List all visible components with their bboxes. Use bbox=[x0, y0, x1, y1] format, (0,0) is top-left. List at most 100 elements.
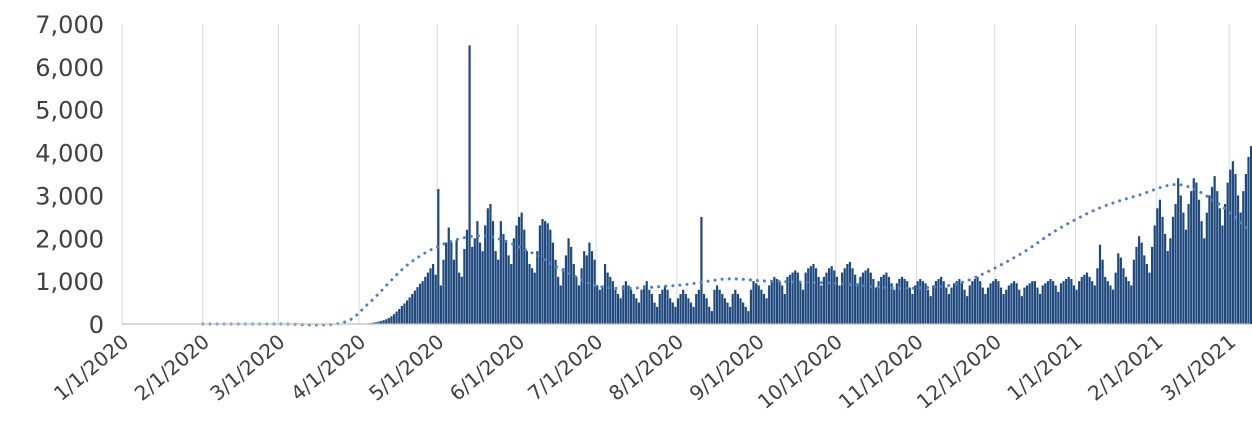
daily-bar bbox=[637, 302, 641, 324]
daily-bar bbox=[893, 289, 896, 324]
x-tick-label: 3/1/2020 bbox=[205, 329, 289, 405]
daily-bar bbox=[1057, 291, 1060, 324]
daily-bar bbox=[374, 322, 377, 324]
daily-bar bbox=[593, 259, 596, 324]
daily-bar bbox=[903, 279, 906, 324]
x-tick-label: 11/1/2020 bbox=[834, 329, 928, 413]
daily-bar bbox=[411, 294, 414, 324]
daily-bar bbox=[682, 289, 685, 324]
daily-bar bbox=[744, 306, 747, 324]
daily-bar bbox=[616, 294, 620, 324]
daily-bar bbox=[458, 272, 461, 324]
daily-bar bbox=[1070, 279, 1073, 324]
daily-bar bbox=[968, 285, 971, 324]
trend-line bbox=[201, 183, 1252, 327]
daily-bar bbox=[473, 238, 476, 324]
daily-bar bbox=[632, 294, 635, 324]
daily-bar bbox=[575, 276, 578, 324]
daily-bar bbox=[966, 296, 969, 324]
daily-bar bbox=[478, 242, 482, 324]
daily-bar bbox=[418, 283, 422, 324]
daily-bar bbox=[523, 229, 526, 324]
daily-bar bbox=[541, 219, 544, 324]
daily-bar bbox=[387, 318, 390, 324]
daily-bar bbox=[755, 283, 758, 324]
daily-bar bbox=[1143, 255, 1146, 324]
daily-bar bbox=[1117, 253, 1120, 324]
daily-bar bbox=[395, 311, 398, 324]
daily-bar bbox=[911, 294, 914, 324]
daily-bar bbox=[1226, 182, 1229, 324]
daily-bar bbox=[653, 302, 656, 324]
daily-bar bbox=[1005, 289, 1008, 324]
daily-bar bbox=[658, 294, 661, 324]
daily-bar bbox=[437, 189, 440, 324]
daily-bar bbox=[434, 274, 437, 324]
daily-bar bbox=[916, 281, 919, 324]
daily-bar bbox=[439, 285, 443, 324]
daily-bar bbox=[900, 276, 904, 324]
daily-bar bbox=[757, 285, 760, 324]
daily-bar bbox=[869, 272, 872, 324]
daily-bar bbox=[1234, 174, 1237, 324]
daily-bar bbox=[940, 276, 943, 324]
daily-bar bbox=[619, 298, 622, 324]
daily-bar bbox=[960, 283, 964, 324]
daily-bar bbox=[1239, 212, 1242, 324]
x-tick-label: 3/1/2021 bbox=[1156, 329, 1240, 405]
daily-bar bbox=[559, 285, 562, 324]
daily-bar bbox=[476, 221, 479, 324]
daily-bar bbox=[455, 240, 458, 324]
daily-bar bbox=[934, 281, 937, 324]
daily-bar bbox=[491, 221, 495, 324]
daily-bar bbox=[833, 270, 836, 324]
daily-bar bbox=[1195, 182, 1198, 324]
x-tick-label: 2/1/2021 bbox=[1083, 329, 1167, 405]
daily-bar bbox=[1015, 283, 1018, 324]
x-tick-label: 2/1/2020 bbox=[130, 329, 214, 405]
daily-bar bbox=[1203, 238, 1206, 324]
daily-bar bbox=[1065, 279, 1068, 324]
daily-bar bbox=[1091, 281, 1094, 324]
daily-bar bbox=[877, 281, 880, 324]
daily-bar bbox=[1025, 285, 1029, 324]
daily-bar bbox=[471, 246, 474, 324]
daily-bar bbox=[890, 283, 893, 324]
daily-bar bbox=[882, 274, 885, 324]
daily-bar bbox=[663, 285, 667, 324]
daily-bar bbox=[710, 311, 713, 324]
daily-bar bbox=[1036, 287, 1039, 324]
daily-bar bbox=[528, 264, 531, 324]
daily-bar bbox=[1018, 289, 1021, 324]
daily-bar bbox=[721, 294, 724, 324]
daily-bar bbox=[525, 251, 528, 324]
daily-bar bbox=[536, 251, 539, 324]
daily-bar bbox=[551, 242, 555, 324]
daily-bar bbox=[702, 294, 706, 324]
daily-bar bbox=[781, 285, 784, 324]
daily-bar bbox=[973, 279, 977, 324]
daily-bar bbox=[929, 296, 932, 324]
daily-bar bbox=[507, 255, 510, 324]
daily-bar bbox=[567, 238, 570, 324]
daily-bar bbox=[627, 285, 630, 324]
daily-bar bbox=[830, 266, 833, 324]
daily-bar bbox=[382, 320, 385, 324]
daily-bar bbox=[450, 242, 453, 324]
daily-bar bbox=[484, 225, 487, 324]
daily-bar bbox=[947, 294, 951, 324]
daily-bar bbox=[1062, 281, 1065, 324]
daily-bar bbox=[679, 294, 682, 324]
daily-bar bbox=[1080, 276, 1083, 324]
daily-bar bbox=[854, 274, 857, 324]
daily-bar bbox=[408, 297, 411, 324]
daily-bar bbox=[403, 303, 406, 324]
daily-bar bbox=[1012, 281, 1016, 324]
daily-bar bbox=[564, 255, 568, 324]
daily-bar bbox=[1221, 225, 1224, 324]
y-tick-label: 0 bbox=[89, 311, 104, 339]
daily-bar bbox=[742, 302, 745, 324]
daily-bar bbox=[822, 276, 825, 324]
x-axis-tick-labels: 1/1/20202/1/20203/1/20204/1/20205/1/2020… bbox=[49, 329, 1240, 413]
daily-bar bbox=[635, 298, 638, 324]
